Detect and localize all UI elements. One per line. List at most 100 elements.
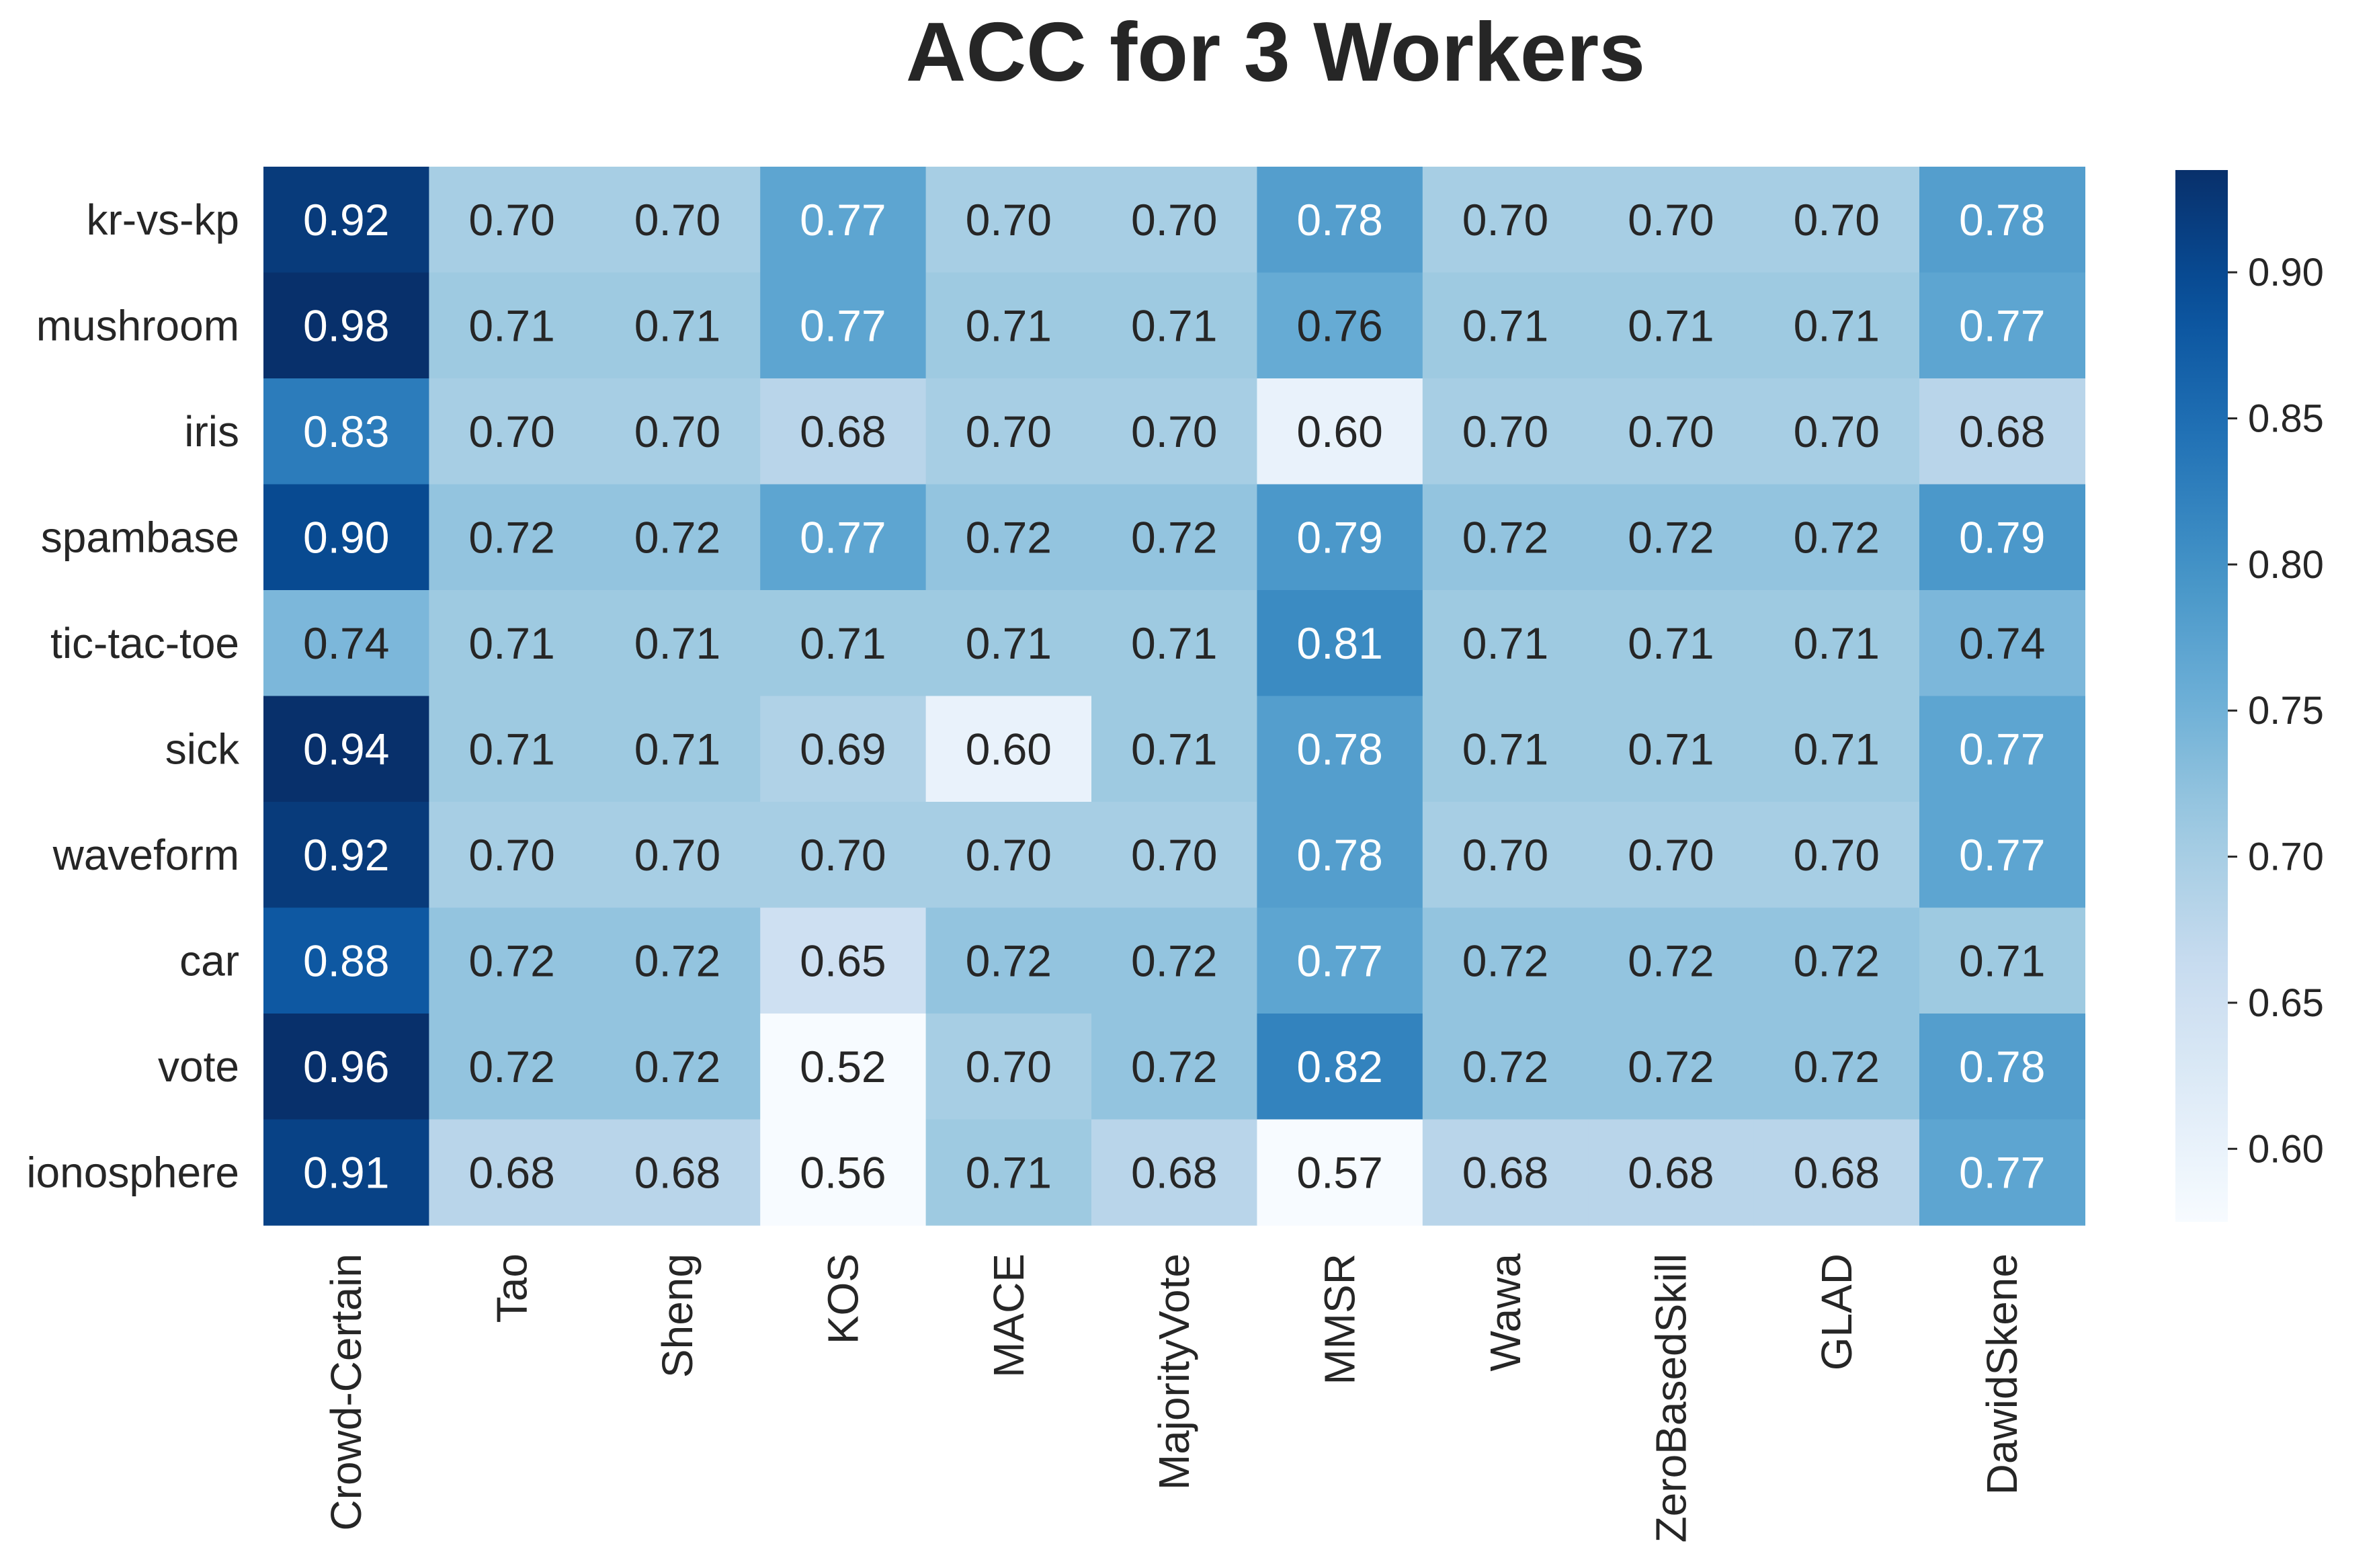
cell-value-label: 0.65 xyxy=(800,936,886,985)
heatmap-cell xyxy=(1919,167,2085,274)
heatmap-cell xyxy=(1919,907,2085,1014)
cell-value-label: 0.72 xyxy=(1462,936,1548,985)
heatmap-cell xyxy=(1422,272,1589,379)
heatmap-cell xyxy=(1257,272,1423,379)
cell-value-label: 0.70 xyxy=(966,407,1052,456)
heatmap-cell xyxy=(429,802,595,909)
heatmap-cell xyxy=(263,1119,429,1226)
heatmap-cell xyxy=(1919,1014,2085,1120)
cell-value-label: 0.70 xyxy=(1794,407,1880,456)
heatmap-cell xyxy=(1422,590,1589,697)
heatmap-cell xyxy=(1091,484,1257,591)
heatmap-cell xyxy=(1588,907,1755,1014)
cell-value-label: 0.57 xyxy=(1296,1147,1382,1197)
heatmap-cell xyxy=(1588,590,1755,697)
heatmap-cell xyxy=(1588,378,1755,485)
heatmap-cell xyxy=(263,907,429,1014)
heatmap-cell xyxy=(760,802,927,909)
heatmap-cell xyxy=(760,167,927,274)
heatmap-cell xyxy=(1753,1014,1920,1120)
cell-value-label: 0.70 xyxy=(1628,407,1714,456)
cell-value-label: 0.56 xyxy=(800,1147,886,1197)
colorbar-tick-label: 0.65 xyxy=(2248,981,2324,1025)
cell-value-label: 0.71 xyxy=(800,618,886,668)
cell-value-label: 0.72 xyxy=(1462,1042,1548,1091)
heatmap-cell xyxy=(1753,167,1920,274)
heatmap-cell xyxy=(925,378,1092,485)
cell-value-label: 0.82 xyxy=(1296,1042,1382,1091)
heatmap-cell xyxy=(1753,378,1920,485)
heatmap-cell xyxy=(925,802,1092,909)
heatmap-cell xyxy=(1257,484,1423,591)
cell-value-label: 0.72 xyxy=(1794,512,1880,562)
heatmap-cell xyxy=(1753,696,1920,802)
heatmap-cell xyxy=(1919,1119,2085,1226)
heatmap-cell xyxy=(1422,484,1589,591)
heatmap-cell xyxy=(1919,590,2085,697)
row-label: car xyxy=(179,936,239,985)
cell-value-label: 0.71 xyxy=(468,300,554,350)
column-label: Crowd-Certain xyxy=(322,1253,370,1531)
heatmap-cell xyxy=(594,1119,761,1226)
cell-value-label: 0.70 xyxy=(1794,830,1880,880)
cell-value-label: 0.71 xyxy=(468,618,554,668)
cell-value-label: 0.72 xyxy=(634,512,720,562)
heatmap-cell xyxy=(1091,1014,1257,1120)
heatmap-cell xyxy=(1422,802,1589,909)
cell-value-label: 0.72 xyxy=(634,936,720,985)
cell-value-label: 0.72 xyxy=(1628,936,1714,985)
heatmap-cell xyxy=(263,167,429,274)
cell-value-label: 0.60 xyxy=(1296,407,1382,456)
colorbar-tick-label: 0.85 xyxy=(2248,397,2324,441)
cell-value-label: 0.72 xyxy=(1628,1042,1714,1091)
cell-value-label: 0.71 xyxy=(1131,300,1217,350)
heatmap-cell xyxy=(429,590,595,697)
cell-value-label: 0.71 xyxy=(1462,300,1548,350)
heatmap-cell xyxy=(594,484,761,591)
cell-value-label: 0.71 xyxy=(634,618,720,668)
cell-value-label: 0.70 xyxy=(966,1042,1052,1091)
cell-value-label: 0.71 xyxy=(1462,724,1548,774)
heatmap-cell xyxy=(1091,272,1257,379)
cell-value-label: 0.72 xyxy=(468,936,554,985)
colorbar-tick-label: 0.70 xyxy=(2248,835,2324,879)
cell-value-label: 0.68 xyxy=(1959,407,2045,456)
heatmap-cell xyxy=(760,1014,927,1120)
cell-value-label: 0.71 xyxy=(1131,618,1217,668)
row-label: tic-tac-toe xyxy=(50,619,239,667)
heatmap-cell xyxy=(760,907,927,1014)
cell-value-label: 0.77 xyxy=(800,300,886,350)
heatmap-cell xyxy=(1091,1119,1257,1226)
heatmap-cell xyxy=(1919,802,2085,909)
heatmap-cell xyxy=(760,378,927,485)
heatmap-cell xyxy=(429,484,595,591)
column-label: MMSR xyxy=(1316,1253,1364,1385)
cell-value-label: 0.77 xyxy=(1959,830,2045,880)
cell-value-label: 0.70 xyxy=(1462,195,1548,245)
column-labels: Crowd-Certain Tao Sheng KOS MACE MajorityVote… xyxy=(322,1253,2026,1543)
cell-value-label: 0.70 xyxy=(468,407,554,456)
column-label: Wawa xyxy=(1481,1253,1530,1372)
cell-value-label: 0.77 xyxy=(1959,724,2045,774)
cell-value-label: 0.72 xyxy=(468,512,554,562)
heatmap-cell xyxy=(1091,907,1257,1014)
cell-value-label: 0.68 xyxy=(1628,1147,1714,1197)
row-label: sick xyxy=(165,725,240,773)
cell-value-label: 0.71 xyxy=(1794,618,1880,668)
cell-value-label: 0.70 xyxy=(634,830,720,880)
row-labels: kr-vs-kp mushroom iris spambase tic-tac-toe s… xyxy=(26,196,240,1197)
heatmap-cell xyxy=(1257,696,1423,802)
row-label: iris xyxy=(184,407,239,456)
cell-value-label: 0.70 xyxy=(800,830,886,880)
heatmap-cell xyxy=(1422,1014,1589,1120)
heatmap-cell xyxy=(760,484,927,591)
cell-value-label: 0.70 xyxy=(634,195,720,245)
heatmap-cell xyxy=(1588,696,1755,802)
cell-value-label: 0.68 xyxy=(1462,1147,1548,1197)
row-label: ionosphere xyxy=(26,1148,239,1196)
heatmap-cell xyxy=(1257,378,1423,485)
row-label: kr-vs-kp xyxy=(86,196,239,244)
cell-value-label: 0.70 xyxy=(1628,195,1714,245)
heatmap-cell xyxy=(925,907,1092,1014)
cell-value-label: 0.77 xyxy=(800,512,886,562)
